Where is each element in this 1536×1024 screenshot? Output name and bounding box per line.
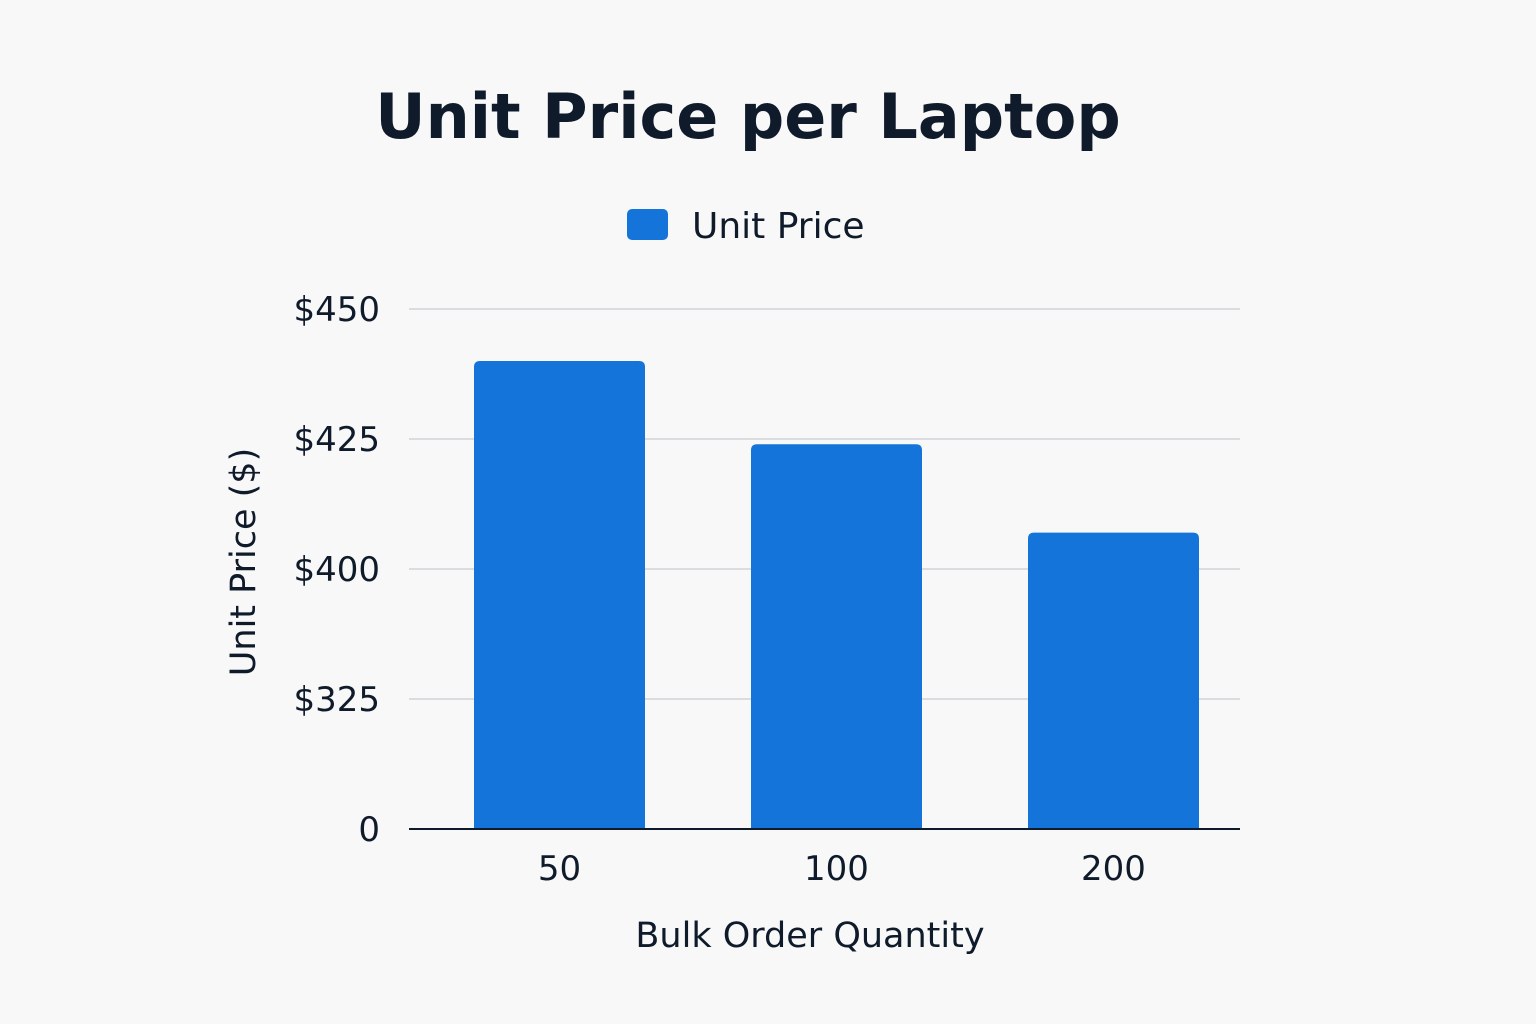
legend-label: Unit Price: [692, 206, 865, 247]
x-axis-ticks: 50 100 200: [538, 849, 1146, 889]
legend: Unit Price: [627, 206, 865, 247]
y-tick-label: $450: [293, 290, 380, 330]
y-tick-label: 0: [358, 810, 380, 850]
x-tick-label: 100: [804, 849, 869, 889]
y-tick-label: $425: [293, 420, 380, 460]
y-tick-label: $325: [293, 680, 380, 720]
bar-50: [474, 361, 645, 829]
y-tick-label: $400: [293, 550, 380, 590]
x-tick-label: 50: [538, 849, 581, 889]
bars: [474, 361, 1199, 829]
y-axis-ticks: 0 $325 $400 $425 $450: [293, 290, 380, 850]
x-axis-label: Bulk Order Quantity: [635, 916, 984, 956]
chart-title: Unit Price per Laptop: [375, 80, 1121, 153]
x-tick-label: 200: [1081, 849, 1146, 889]
bar-200: [1028, 532, 1199, 829]
bar-100: [751, 444, 922, 829]
y-axis-label: Unit Price ($): [224, 448, 264, 676]
legend-swatch: [627, 209, 668, 240]
